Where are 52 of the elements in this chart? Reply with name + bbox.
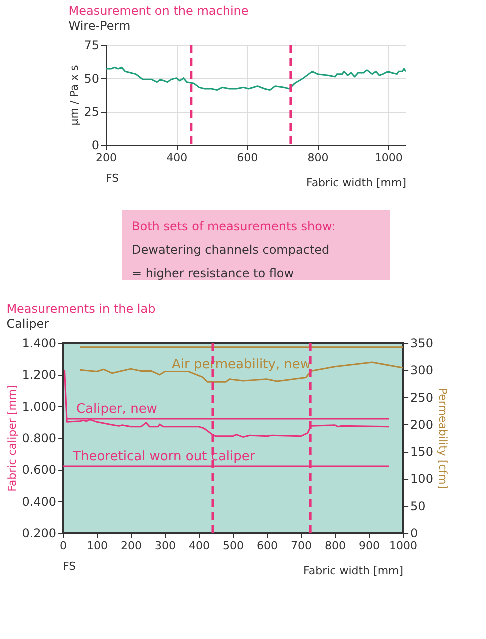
x-tick-label: 1000 — [374, 152, 403, 164]
y2-tick-label: 350 — [410, 336, 434, 350]
x-tick-label: 300 — [155, 540, 176, 552]
x-tick-label: 400 — [189, 540, 210, 552]
chart-subtitle: Wire-Perm — [68, 19, 131, 33]
x-axis-title: Fabric width [mm] — [306, 176, 406, 190]
y2-tick-label: 50 — [410, 499, 426, 514]
x-tick-label: 200 — [121, 540, 142, 552]
y-tick-label: 0.800 — [22, 432, 57, 446]
x-tick-label: 700 — [291, 540, 312, 552]
y-tick-label: 0.400 — [22, 494, 57, 509]
y-tick-label: 25 — [84, 105, 100, 120]
y-tick-label: 50 — [84, 72, 100, 86]
y-tick-label: 1.400 — [22, 336, 57, 350]
chart-subtitle: Caliper — [6, 317, 50, 331]
y2-tick-label: 0 — [410, 526, 418, 540]
x-tick-label: 1000 — [390, 540, 418, 552]
x-tick-label: 800 — [325, 540, 346, 552]
text: Both sets of measurements show: — [132, 220, 336, 234]
x-tick-label: 200 — [96, 152, 117, 164]
y-axis-title: Fabric caliper [mm] — [6, 385, 20, 492]
chart-title: Measurements in the lab — [6, 302, 156, 316]
series-label: Caliper, new — [76, 402, 158, 417]
text: FS — [106, 172, 120, 185]
x-axis-title: Fabric width [mm] — [304, 564, 404, 578]
text: FS — [63, 560, 76, 573]
x-tick-label: 0 — [60, 540, 68, 552]
x-tick-label: 500 — [223, 540, 244, 552]
x-tick-label: 600 — [257, 540, 278, 552]
x-tick-label: 100 — [87, 540, 108, 552]
y-tick-label: 1.200 — [22, 368, 57, 382]
y2-axis-title: Permeability [cfm] — [436, 388, 450, 490]
x-tick-label: 900 — [359, 540, 380, 552]
y2-tick-label: 250 — [410, 390, 434, 405]
y-tick-label: 0.200 — [22, 526, 57, 540]
y2-tick-label: 100 — [410, 472, 434, 486]
text: Dewatering channels compacted — [132, 243, 330, 257]
y-tick-label: 1.000 — [22, 400, 57, 414]
y-tick-label: 75 — [84, 38, 100, 52]
chart-title: Measurement on the machine — [68, 4, 249, 18]
text: = higher resistance to flow — [132, 266, 294, 280]
x-tick-label: 800 — [308, 152, 329, 164]
y-axis-title: µm / Pa x s — [68, 64, 82, 126]
series-label: Theoretical worn out caliper — [72, 450, 256, 464]
y2-tick-label: 150 — [410, 445, 434, 460]
y-tick-label: 0.600 — [22, 463, 57, 478]
x-tick-label: 600 — [237, 152, 258, 164]
series-label: Air permeability, new — [172, 357, 312, 372]
y-tick-label: 0 — [92, 138, 100, 152]
y2-tick-label: 300 — [410, 364, 434, 378]
x-tick-label: 400 — [166, 152, 188, 164]
y2-tick-label: 200 — [410, 418, 434, 432]
